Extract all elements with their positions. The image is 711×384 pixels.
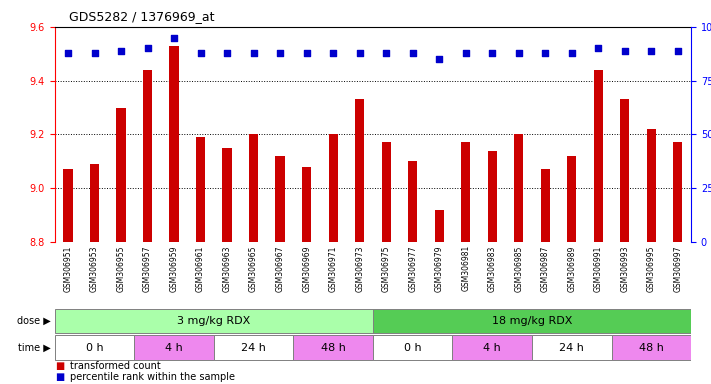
Text: time ▶: time ▶ — [18, 343, 51, 353]
Point — [354, 50, 365, 56]
Text: 0 h: 0 h — [404, 343, 422, 353]
Bar — [63, 169, 73, 242]
Bar — [55, 336, 134, 359]
Bar — [540, 169, 550, 242]
Bar — [567, 156, 577, 242]
Text: 3 mg/kg RDX: 3 mg/kg RDX — [177, 316, 250, 326]
Text: 18 mg/kg RDX: 18 mg/kg RDX — [492, 316, 572, 326]
Text: GSM306997: GSM306997 — [673, 245, 683, 292]
Point — [380, 50, 392, 56]
Bar — [373, 336, 452, 359]
Bar — [249, 134, 258, 242]
Text: 0 h: 0 h — [86, 343, 103, 353]
Text: GSM306979: GSM306979 — [434, 245, 444, 292]
Text: GSM306965: GSM306965 — [249, 245, 258, 292]
Point — [434, 56, 445, 62]
Text: GSM306951: GSM306951 — [63, 245, 73, 291]
Point — [460, 50, 471, 56]
Bar — [196, 137, 205, 242]
Text: GSM306983: GSM306983 — [488, 245, 497, 291]
Bar — [373, 309, 691, 333]
Point — [486, 50, 498, 56]
Bar — [275, 156, 285, 242]
Bar — [532, 336, 611, 359]
Point — [566, 50, 577, 56]
Text: 48 h: 48 h — [321, 343, 346, 353]
Bar — [134, 336, 214, 359]
Text: GSM306971: GSM306971 — [328, 245, 338, 291]
Text: transformed count: transformed count — [70, 361, 161, 371]
Point — [513, 50, 525, 56]
Text: 4 h: 4 h — [165, 343, 183, 353]
Point — [540, 50, 551, 56]
Text: GSM306985: GSM306985 — [514, 245, 523, 291]
Text: GSM306959: GSM306959 — [169, 245, 178, 292]
Bar — [223, 148, 232, 242]
Bar — [514, 134, 523, 242]
Text: GSM306975: GSM306975 — [382, 245, 390, 292]
Text: GSM306987: GSM306987 — [541, 245, 550, 291]
Point — [619, 48, 631, 54]
Point — [407, 50, 418, 56]
Text: GSM306961: GSM306961 — [196, 245, 205, 291]
Text: ■: ■ — [55, 361, 64, 371]
Bar — [594, 70, 603, 242]
Text: GSM306963: GSM306963 — [223, 245, 232, 292]
Text: GSM306955: GSM306955 — [117, 245, 126, 292]
Bar — [673, 142, 683, 242]
Text: GSM306989: GSM306989 — [567, 245, 577, 291]
Text: dose ▶: dose ▶ — [18, 316, 51, 326]
Text: 48 h: 48 h — [639, 343, 664, 353]
Bar — [408, 161, 417, 242]
Bar — [461, 142, 471, 242]
Bar — [214, 336, 294, 359]
Text: 4 h: 4 h — [483, 343, 501, 353]
Text: GSM306957: GSM306957 — [143, 245, 152, 292]
Point — [89, 50, 100, 56]
Text: percentile rank within the sample: percentile rank within the sample — [70, 372, 235, 382]
Point — [274, 50, 286, 56]
Point — [301, 50, 312, 56]
Text: 24 h: 24 h — [241, 343, 266, 353]
Point — [221, 50, 232, 56]
Bar — [169, 46, 178, 242]
Bar — [434, 210, 444, 242]
Point — [63, 50, 74, 56]
Text: GSM306969: GSM306969 — [302, 245, 311, 292]
Bar — [294, 336, 373, 359]
Text: ■: ■ — [55, 372, 64, 382]
Bar — [143, 70, 152, 242]
Text: GSM306991: GSM306991 — [594, 245, 603, 291]
Point — [169, 35, 180, 41]
Bar — [55, 309, 373, 333]
Text: GDS5282 / 1376969_at: GDS5282 / 1376969_at — [69, 10, 215, 23]
Point — [646, 48, 657, 54]
Point — [328, 50, 339, 56]
Bar — [620, 99, 629, 242]
Point — [248, 50, 260, 56]
Text: GSM306953: GSM306953 — [90, 245, 99, 292]
Text: GSM306977: GSM306977 — [408, 245, 417, 292]
Point — [672, 48, 683, 54]
Bar — [117, 108, 126, 242]
Bar — [452, 336, 532, 359]
Bar — [328, 134, 338, 242]
Bar — [488, 151, 497, 242]
Point — [115, 48, 127, 54]
Text: GSM306993: GSM306993 — [620, 245, 629, 292]
Bar — [647, 129, 656, 242]
Bar — [302, 167, 311, 242]
Point — [195, 50, 206, 56]
Text: GSM306967: GSM306967 — [276, 245, 284, 292]
Bar — [90, 164, 99, 242]
Text: GSM306981: GSM306981 — [461, 245, 470, 291]
Text: GSM306973: GSM306973 — [356, 245, 364, 292]
Bar — [611, 336, 691, 359]
Bar — [355, 99, 364, 242]
Text: GSM306995: GSM306995 — [647, 245, 656, 292]
Point — [592, 45, 604, 51]
Text: 24 h: 24 h — [560, 343, 584, 353]
Bar — [382, 142, 391, 242]
Point — [142, 45, 154, 51]
